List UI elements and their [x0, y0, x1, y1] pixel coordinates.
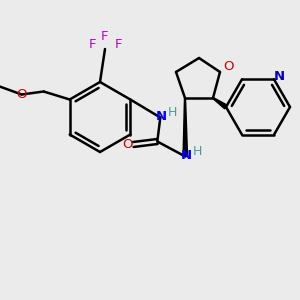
Polygon shape — [213, 98, 227, 109]
Text: F: F — [115, 38, 123, 50]
Text: N: N — [273, 70, 285, 83]
Text: F: F — [101, 31, 109, 44]
Text: N: N — [181, 149, 192, 162]
Text: O: O — [122, 138, 133, 151]
Text: O: O — [16, 88, 27, 101]
Text: H: H — [168, 106, 177, 119]
Text: H: H — [193, 145, 202, 158]
Polygon shape — [183, 98, 188, 157]
Text: O: O — [223, 61, 233, 74]
Text: F: F — [89, 38, 97, 50]
Text: N: N — [156, 110, 167, 123]
